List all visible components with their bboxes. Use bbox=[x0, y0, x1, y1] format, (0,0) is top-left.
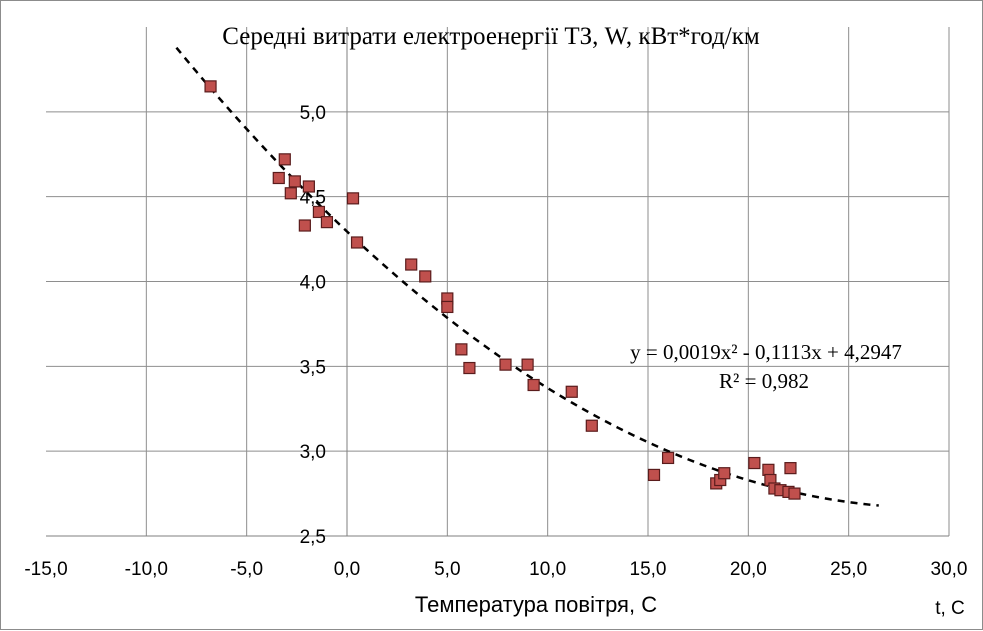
y-tick-label: 2,5 bbox=[300, 527, 326, 548]
data-point bbox=[788, 487, 801, 500]
x-tick-label: 5,0 bbox=[434, 559, 460, 580]
data-point bbox=[647, 468, 661, 482]
data-points bbox=[204, 80, 801, 500]
x-axis-label: Температура повітря, С bbox=[415, 592, 657, 617]
x-tick-label: 25,0 bbox=[830, 559, 867, 580]
y-tick-label: 3,5 bbox=[300, 357, 326, 378]
data-point bbox=[455, 343, 468, 356]
data-point bbox=[204, 80, 217, 93]
trendline bbox=[175, 46, 879, 507]
data-point bbox=[272, 171, 285, 185]
data-point bbox=[748, 456, 761, 470]
data-point bbox=[441, 300, 454, 314]
data-point bbox=[346, 192, 360, 205]
x-tick-label: 15,0 bbox=[630, 559, 667, 580]
data-point bbox=[278, 153, 291, 166]
data-point bbox=[284, 187, 297, 200]
y-axis-tick-labels: 2,53,03,54,04,55,0 bbox=[300, 103, 326, 548]
x-tick-label: 20,0 bbox=[730, 559, 767, 580]
chart-title: Середні витрати електроенергії ТЗ, W, кВ… bbox=[222, 23, 760, 50]
grid bbox=[46, 27, 950, 537]
x-tick-label: -5,0 bbox=[230, 559, 263, 580]
x-axis-unit-label: t, C bbox=[935, 598, 965, 619]
x-tick-label: 10,0 bbox=[529, 559, 566, 580]
data-point bbox=[463, 361, 476, 375]
data-point bbox=[320, 216, 334, 229]
y-tick-label: 5,0 bbox=[300, 103, 326, 124]
y-tick-label: 4,0 bbox=[300, 273, 326, 294]
data-point bbox=[298, 219, 311, 232]
data-point bbox=[350, 236, 364, 249]
data-point bbox=[521, 358, 534, 371]
data-point bbox=[762, 463, 775, 476]
y-tick-label: 3,0 bbox=[300, 442, 326, 463]
data-point bbox=[499, 358, 512, 371]
r-squared-label: R² = 0,982 bbox=[719, 369, 809, 393]
data-point bbox=[585, 419, 598, 432]
data-point bbox=[784, 462, 797, 475]
data-point bbox=[312, 205, 326, 219]
axes bbox=[46, 27, 949, 537]
x-tick-label: -15,0 bbox=[24, 559, 67, 580]
data-point bbox=[302, 180, 315, 193]
x-tick-label: 0,0 bbox=[334, 559, 360, 580]
x-tick-label: -10,0 bbox=[125, 559, 168, 580]
data-point bbox=[661, 451, 675, 465]
data-point bbox=[718, 467, 731, 480]
x-tick-label: 30,0 bbox=[931, 559, 968, 580]
data-point bbox=[565, 385, 578, 398]
x-axis-tick-labels: -15,0 -10,0 -5,0 0,0 5,0 10,0 15,0 20,0 25,0 30,0 bbox=[24, 559, 967, 580]
data-point bbox=[419, 270, 432, 283]
trendline-equation: y = 0,0019x² - 0,1113x + 4,2947 bbox=[630, 340, 902, 364]
data-point bbox=[288, 175, 301, 188]
data-point bbox=[405, 258, 418, 271]
data-point bbox=[527, 378, 540, 392]
